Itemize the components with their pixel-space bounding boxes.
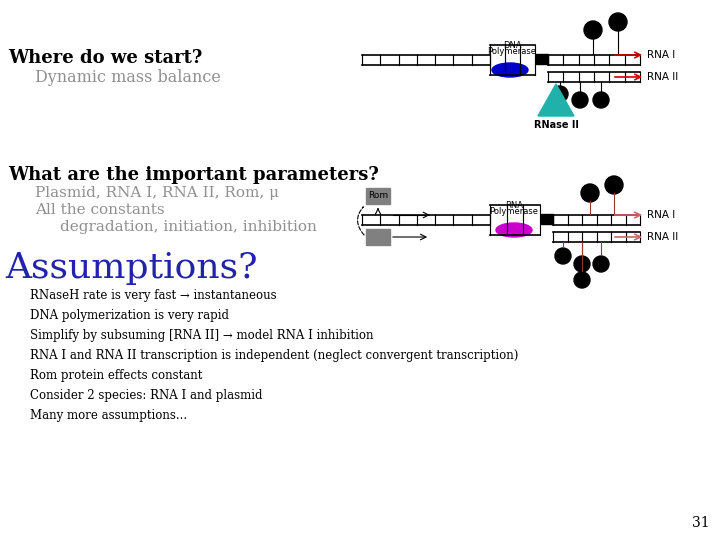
Text: RNA I: RNA I [647,210,675,220]
Circle shape [584,21,602,39]
Circle shape [609,13,627,31]
Circle shape [581,184,599,202]
Circle shape [593,92,609,108]
Bar [536,54,548,64]
Ellipse shape [492,63,528,77]
Circle shape [574,256,590,272]
Ellipse shape [496,223,532,237]
Text: RNase II: RNase II [534,120,578,130]
Text: RNA II: RNA II [647,72,678,82]
Text: Dynamic mass balance: Dynamic mass balance [35,70,221,86]
Text: Many more assumptions...: Many more assumptions... [30,409,187,422]
Polygon shape [538,84,574,116]
FancyArrowPatch shape [358,207,364,235]
Text: Assumptions?: Assumptions? [5,251,258,285]
Circle shape [605,176,623,194]
Text: Simplify by subsuming [RNA II] → model RNA I inhibition: Simplify by subsuming [RNA II] → model R… [30,329,374,342]
Bar [541,214,553,224]
Text: Plasmid, RNA I, RNA II, Rom, μ: Plasmid, RNA I, RNA II, Rom, μ [35,186,279,200]
Text: RNA I: RNA I [647,50,675,60]
Text: All the constants: All the constants [35,203,165,217]
Circle shape [593,256,609,272]
Text: Rom: Rom [368,192,388,200]
Circle shape [572,92,588,108]
Bar [366,229,390,245]
Text: What are the important parameters?: What are the important parameters? [8,166,379,184]
Circle shape [555,248,571,264]
Text: DNA: DNA [503,41,521,50]
Text: Where do we start?: Where do we start? [8,49,202,67]
Text: RNA II: RNA II [647,232,678,242]
Text: Rom protein effects constant: Rom protein effects constant [30,369,202,382]
Bar [366,188,390,204]
Text: DNA polymerization is very rapid: DNA polymerization is very rapid [30,309,229,322]
Text: RNA: RNA [505,201,523,210]
Text: degradation, initiation, inhibition: degradation, initiation, inhibition [60,220,317,234]
Text: RNaseH rate is very fast → instantaneous: RNaseH rate is very fast → instantaneous [30,289,276,302]
Circle shape [574,272,590,288]
Text: RNA I and RNA II transcription is independent (neglect convergent transcription): RNA I and RNA II transcription is indepe… [30,349,518,362]
Text: Consider 2 species: RNA I and plasmid: Consider 2 species: RNA I and plasmid [30,389,263,402]
Circle shape [552,86,568,102]
Text: Polymerase: Polymerase [490,207,539,216]
Text: 31: 31 [693,516,710,530]
Text: Polymerase: Polymerase [487,47,536,56]
